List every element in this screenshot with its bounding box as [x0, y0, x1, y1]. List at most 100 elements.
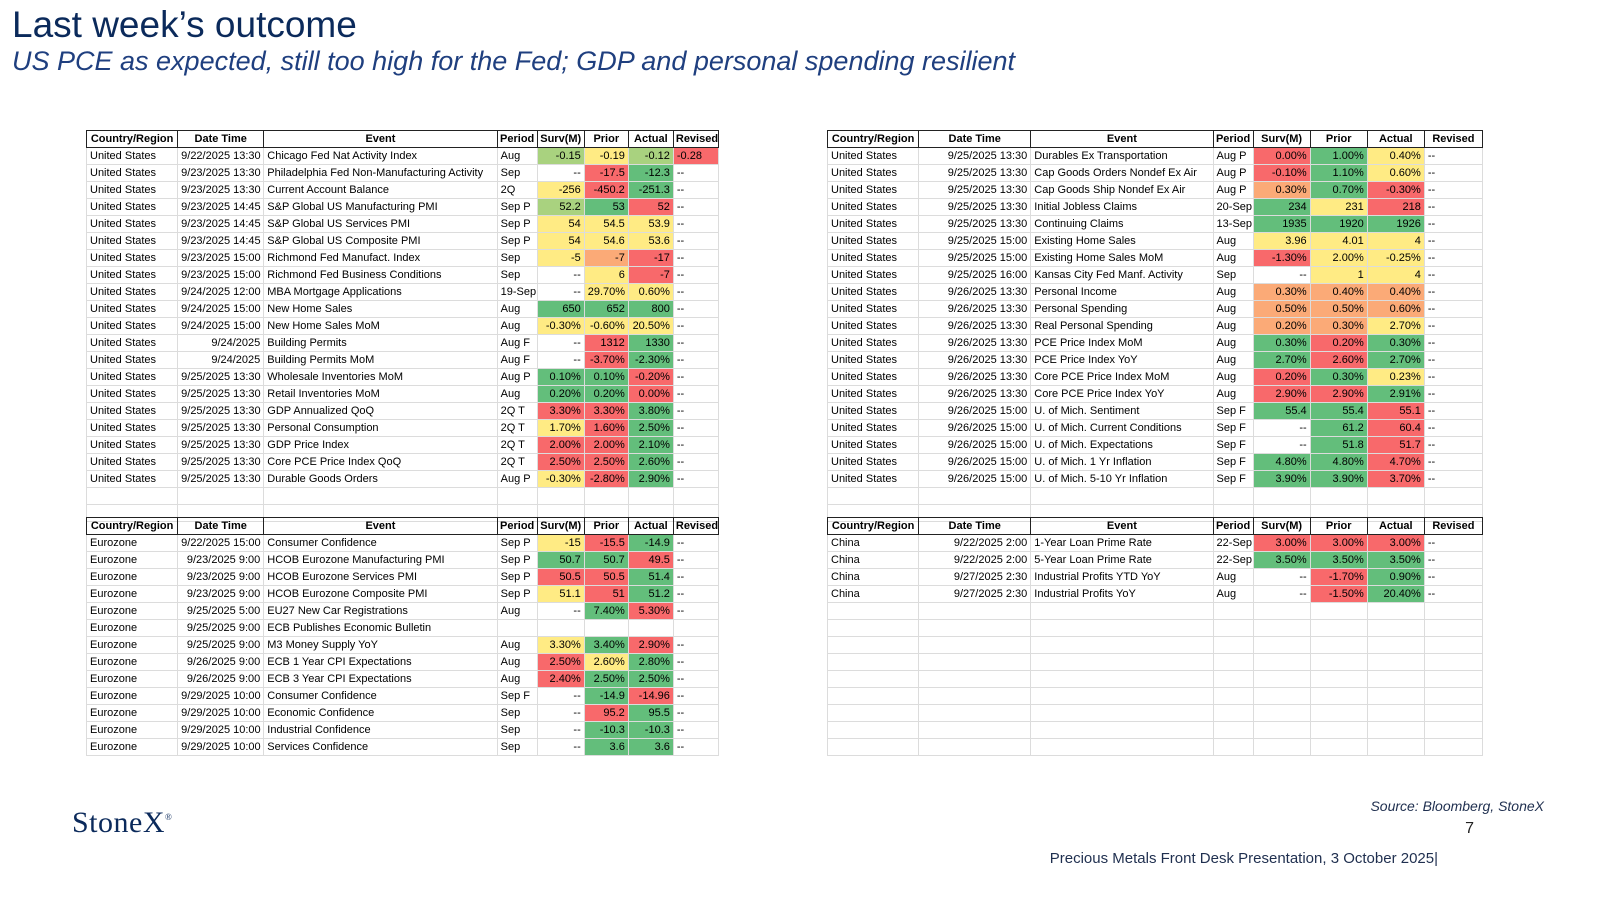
actual-cell: 2.60%: [627, 453, 674, 471]
period-cell: Aug P: [1212, 164, 1254, 182]
country-cell: Eurozone: [85, 636, 179, 654]
country-cell: United States: [826, 215, 920, 233]
prior-cell: [583, 619, 629, 637]
event-cell: [1030, 619, 1214, 637]
datetime-cell: 9/22/2025 2:00: [918, 551, 1032, 569]
datetime-cell: [918, 636, 1032, 654]
prior-cell: -1.70%: [1309, 568, 1368, 586]
actual-cell: -14.9: [627, 534, 674, 552]
survey-cell: 0.20%: [1252, 317, 1311, 335]
table-row: United States 9/26/2025 15:00 U. of Mich. …: [826, 470, 1484, 488]
revised-cell: --: [1423, 164, 1484, 182]
period-cell: Sep: [496, 266, 538, 284]
event-cell: GDP Price Index: [263, 436, 498, 454]
country-cell: Eurozone: [85, 551, 179, 569]
actual-cell: 4.70%: [1366, 453, 1425, 471]
header-period: Period: [496, 517, 538, 535]
prior-cell: -15.5: [583, 534, 629, 552]
event-cell: 1-Year Loan Prime Rate: [1030, 534, 1214, 552]
table-row: Eurozone 9/23/2025 9:00 HCOB Eurozone Manu…: [85, 551, 720, 569]
revised-cell: --: [1423, 368, 1484, 386]
table-row: Eurozone 9/22/2025 15:00 Consumer Confiden…: [85, 534, 720, 552]
datetime-cell: 9/23/2025 15:00: [177, 266, 265, 284]
event-cell: Retail Inventories MoM: [263, 385, 498, 403]
page-subtitle: US PCE as expected, still too high for t…: [12, 46, 1016, 76]
actual-cell: 20.40%: [1366, 585, 1425, 603]
event-cell: Current Account Balance: [263, 181, 498, 199]
datetime-cell: [918, 670, 1032, 688]
actual-cell: 53.9: [627, 215, 674, 233]
survey-cell: --: [536, 283, 585, 301]
datetime-cell: 9/26/2025 15:00: [918, 436, 1032, 454]
period-cell: Sep P: [496, 198, 538, 216]
revised-cell: [1423, 721, 1484, 739]
header-event: Event: [1030, 130, 1214, 148]
datetime-cell: 9/26/2025 13:30: [918, 300, 1032, 318]
revised-cell: [1423, 602, 1484, 620]
table-row: United States 9/24/2025 12:00 MBA Mortgage…: [85, 283, 720, 301]
prior-cell: 1.60%: [583, 419, 629, 437]
prior-cell: 50.7: [583, 551, 629, 569]
actual-cell: 3.80%: [627, 402, 674, 420]
event-cell: Personal Consumption: [263, 419, 498, 437]
actual-cell: 0.60%: [1366, 300, 1425, 318]
event-cell: Cap Goods Ship Nondef Ex Air: [1030, 181, 1214, 199]
actual-cell: [1366, 704, 1425, 722]
revised-cell: --: [672, 704, 720, 722]
prior-cell: 2.60%: [1309, 351, 1368, 369]
revised-cell: --: [672, 585, 720, 603]
revised-cell: [1423, 704, 1484, 722]
country-cell: China: [826, 551, 920, 569]
period-cell: Aug P: [1212, 147, 1254, 165]
survey-cell: 0.10%: [536, 368, 585, 386]
event-cell: [1030, 602, 1214, 620]
table-row: [826, 602, 1484, 620]
survey-cell: -0.30%: [536, 317, 585, 335]
datetime-cell: 9/29/2025 10:00: [177, 738, 265, 756]
actual-cell: -2.30%: [627, 351, 674, 369]
table-row: Eurozone 9/25/2025 5:00 EU27 New Car Regis…: [85, 602, 720, 620]
country-cell: China: [826, 568, 920, 586]
revised-cell: --: [1423, 585, 1484, 603]
datetime-cell: 9/24/2025 15:00: [177, 317, 265, 335]
actual-cell: 2.50%: [627, 670, 674, 688]
table-row: United States 9/26/2025 13:30 PCE Price In…: [826, 334, 1484, 352]
table-row: United States 9/25/2025 13:30 GDP Annualiz…: [85, 402, 720, 420]
datetime-cell: 9/23/2025 15:00: [177, 249, 265, 267]
prior-cell: -3.70%: [583, 351, 629, 369]
country-cell: United States: [85, 419, 179, 437]
country-cell: China: [826, 534, 920, 552]
survey-cell: 3.00%: [1252, 534, 1311, 552]
survey-cell: [1252, 619, 1311, 637]
event-cell: Continuing Claims: [1030, 215, 1214, 233]
survey-cell: --: [536, 704, 585, 722]
event-cell: Industrial Profits YoY: [1030, 585, 1214, 603]
survey-cell: 2.70%: [1252, 351, 1311, 369]
survey-cell: 2.50%: [536, 653, 585, 671]
table-row: Eurozone 9/25/2025 9:00 M3 Money Supply Yo…: [85, 636, 720, 654]
country-cell: United States: [85, 164, 179, 182]
prior-cell: 55.4: [1309, 402, 1368, 420]
prior-cell: 50.5: [583, 568, 629, 586]
datetime-cell: 9/24/2025: [177, 351, 265, 369]
revised-cell: --: [1423, 249, 1484, 267]
event-cell: Personal Spending: [1030, 300, 1214, 318]
survey-cell: -0.10%: [1252, 164, 1311, 182]
period-cell: [496, 619, 538, 637]
prior-cell: 2.00%: [1309, 249, 1368, 267]
period-cell: 2Q T: [496, 419, 538, 437]
country-cell: United States: [85, 232, 179, 250]
survey-cell: [536, 487, 585, 505]
header-datetime: Date Time: [918, 517, 1032, 535]
table-row: United States 9/26/2025 13:30 Core PCE Pri…: [826, 368, 1484, 386]
table-row: United States 9/23/2025 14:45 S&P Global U…: [85, 232, 720, 250]
revised-cell: --: [1423, 568, 1484, 586]
survey-cell: --: [1252, 568, 1311, 586]
survey-cell: 54: [536, 232, 585, 250]
datetime-cell: 9/26/2025 15:00: [918, 402, 1032, 420]
survey-cell: --: [1252, 419, 1311, 437]
country-cell: United States: [85, 147, 179, 165]
datetime-cell: 9/25/2025 9:00: [177, 619, 265, 637]
country-cell: United States: [85, 215, 179, 233]
header-revised: Revised: [672, 130, 720, 148]
